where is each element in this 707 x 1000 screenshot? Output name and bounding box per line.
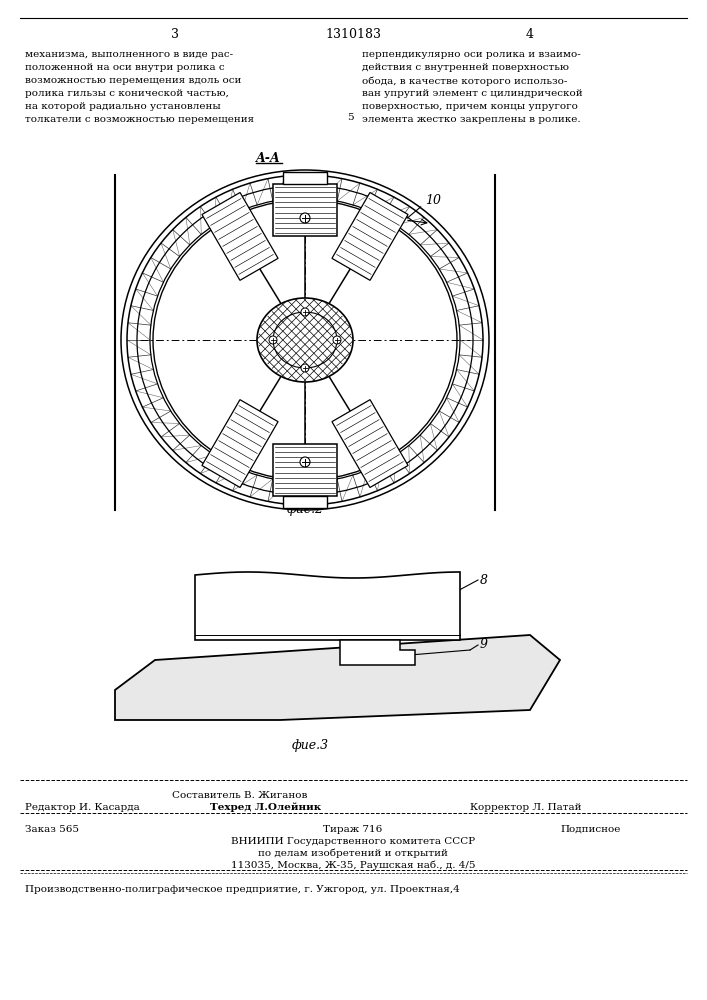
Polygon shape: [202, 193, 278, 280]
Text: ВНИИПИ Государственного комитета СССР: ВНИИПИ Государственного комитета СССР: [231, 837, 475, 846]
Text: 8: 8: [480, 574, 488, 586]
Text: Заказ 565: Заказ 565: [25, 825, 79, 834]
FancyBboxPatch shape: [283, 496, 327, 508]
Text: 10: 10: [425, 194, 441, 207]
FancyBboxPatch shape: [273, 444, 337, 496]
Text: 5: 5: [346, 113, 354, 122]
Circle shape: [269, 336, 277, 344]
Circle shape: [301, 364, 309, 372]
Text: Техред Л.Олейник: Техред Л.Олейник: [210, 803, 321, 812]
Text: A-A: A-A: [256, 151, 281, 164]
Text: обода, в качестве которого использо-: обода, в качестве которого использо-: [362, 76, 568, 86]
Circle shape: [301, 308, 309, 316]
Text: по делам изобретений и открытий: по делам изобретений и открытий: [258, 849, 448, 858]
Text: положенной на оси внутри ролика с: положенной на оси внутри ролика с: [25, 63, 225, 72]
Text: Подписное: Подписное: [560, 825, 620, 834]
Polygon shape: [332, 400, 408, 487]
Text: толкатели с возможностью перемещения: толкатели с возможностью перемещения: [25, 115, 254, 124]
Text: Редактор И. Касарда: Редактор И. Касарда: [25, 803, 140, 812]
Text: фие.3: фие.3: [291, 738, 329, 752]
FancyBboxPatch shape: [273, 184, 337, 236]
Ellipse shape: [153, 200, 457, 480]
Polygon shape: [332, 193, 408, 280]
Circle shape: [333, 336, 341, 344]
Text: поверхностью, причем концы упругого: поверхностью, причем концы упругого: [362, 102, 578, 111]
Polygon shape: [195, 572, 460, 640]
Text: механизма, выполненного в виде рас-: механизма, выполненного в виде рас-: [25, 50, 233, 59]
Text: 1310183: 1310183: [325, 28, 381, 41]
Polygon shape: [202, 400, 278, 487]
Polygon shape: [115, 635, 560, 720]
Text: действия с внутренней поверхностью: действия с внутренней поверхностью: [362, 63, 569, 72]
Text: 4: 4: [526, 28, 534, 41]
Text: перпендикулярно оси ролика и взаимо-: перпендикулярно оси ролика и взаимо-: [362, 50, 580, 59]
Text: 9: 9: [480, 639, 488, 652]
Ellipse shape: [257, 298, 353, 382]
Text: ролика гильзы с конической частью,: ролика гильзы с конической частью,: [25, 89, 229, 98]
Text: 113035, Москва, Ж-35, Раушская наб., д. 4/5: 113035, Москва, Ж-35, Раушская наб., д. …: [230, 861, 475, 870]
Text: Тираж 716: Тираж 716: [323, 825, 382, 834]
Text: возможностью перемещения вдоль оси: возможностью перемещения вдоль оси: [25, 76, 241, 85]
Circle shape: [300, 213, 310, 223]
Circle shape: [300, 457, 310, 467]
Text: Производственно-полиграфическое предприятие, г. Ужгород, ул. Проектная,4: Производственно-полиграфическое предприя…: [25, 885, 460, 894]
Text: Корректор Л. Патай: Корректор Л. Патай: [470, 803, 581, 812]
Text: фие.2: фие.2: [286, 504, 324, 516]
Text: элемента жестко закреплены в ролике.: элемента жестко закреплены в ролике.: [362, 115, 580, 124]
FancyBboxPatch shape: [283, 172, 327, 184]
Text: Составитель В. Жиганов: Составитель В. Жиганов: [173, 791, 308, 800]
Text: на которой радиально установлены: на которой радиально установлены: [25, 102, 221, 111]
Text: ван упругий элемент с цилиндрической: ван упругий элемент с цилиндрической: [362, 89, 583, 98]
Polygon shape: [340, 640, 415, 665]
Text: 3: 3: [171, 28, 179, 41]
